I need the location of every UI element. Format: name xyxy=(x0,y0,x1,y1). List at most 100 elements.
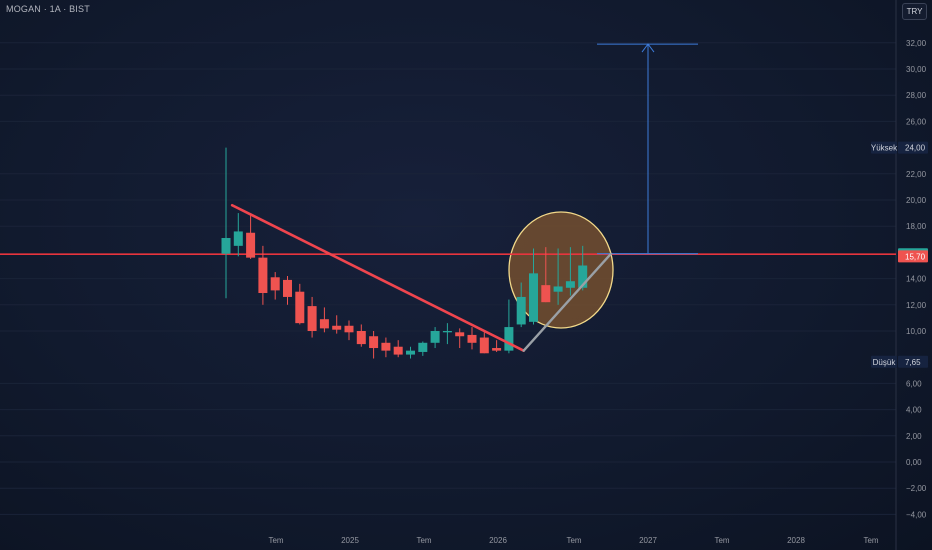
candle xyxy=(541,247,551,303)
candle-body xyxy=(283,279,292,297)
y-tick-label: 0,00 xyxy=(906,458,922,467)
candle xyxy=(344,320,354,341)
candle xyxy=(516,282,526,328)
currency-button[interactable]: TRY xyxy=(902,3,927,20)
x-tick-label: 2027 xyxy=(639,536,657,545)
price-tag-value: 24,00 xyxy=(905,144,926,153)
candle-body xyxy=(246,232,256,258)
candle xyxy=(319,307,329,333)
candle xyxy=(479,332,489,354)
candle xyxy=(381,337,391,358)
price-tag-bg xyxy=(898,355,928,368)
candle xyxy=(565,247,575,296)
y-tick-label: −4,00 xyxy=(906,510,927,519)
symbol-title: MOGAN · 1A · BIST xyxy=(6,4,90,14)
candle-body xyxy=(270,277,280,291)
candle-body xyxy=(418,342,428,352)
y-tick-label: 20,00 xyxy=(906,196,927,205)
candle xyxy=(283,275,292,305)
price-tag-label-bg xyxy=(871,355,897,368)
candle xyxy=(270,272,280,300)
x-tick-label: Tem xyxy=(566,536,581,545)
candle xyxy=(578,245,588,291)
candle-body xyxy=(319,319,329,329)
price-tag-bg xyxy=(898,141,928,154)
price-tag: 15,70 xyxy=(898,250,928,263)
candle-body xyxy=(565,281,575,288)
candle xyxy=(406,346,415,359)
candle-body xyxy=(479,337,489,354)
price-tag: Yüksek 24,00 xyxy=(871,141,928,154)
y-tick-label: 4,00 xyxy=(906,406,922,415)
candle-body xyxy=(541,285,551,303)
price-tag-label: Yüksek xyxy=(871,144,898,153)
candle-body xyxy=(492,348,502,351)
candle-body xyxy=(356,331,366,345)
price-tag-value: 7,65 xyxy=(905,358,921,367)
candle-body xyxy=(295,291,305,324)
candle xyxy=(455,328,465,349)
y-tick-label: 30,00 xyxy=(906,65,927,74)
candle-body xyxy=(307,306,317,331)
y-tick-label: 32,00 xyxy=(906,39,927,48)
candle-body xyxy=(221,237,231,254)
x-tick-label: Tem xyxy=(416,536,431,545)
candle xyxy=(233,213,243,257)
candle-body xyxy=(516,296,526,325)
candle-body xyxy=(233,231,243,246)
candle xyxy=(295,283,305,325)
price-tag: Düşük 7,65 xyxy=(871,355,928,368)
candle xyxy=(369,331,379,359)
candle-body xyxy=(258,257,268,294)
candle-body xyxy=(578,265,588,288)
candle-body xyxy=(442,331,452,333)
x-tick-label: 2025 xyxy=(341,536,359,545)
candle xyxy=(467,327,477,350)
candle-body xyxy=(332,325,342,330)
candle-body xyxy=(504,327,514,351)
y-tick-label: 18,00 xyxy=(906,222,927,231)
y-tick-label: 6,00 xyxy=(906,379,922,388)
candle xyxy=(553,248,563,305)
candle-body xyxy=(344,325,354,333)
y-tick-label: 22,00 xyxy=(906,170,927,179)
grid-lines xyxy=(0,42,896,515)
candle xyxy=(356,324,366,347)
candle xyxy=(529,248,538,325)
candle xyxy=(221,147,231,299)
candle-body xyxy=(553,286,563,292)
price-tag-label: Düşük xyxy=(873,358,897,367)
candle-body xyxy=(430,331,440,343)
y-tick-label: 10,00 xyxy=(906,327,927,336)
y-tick-label: 26,00 xyxy=(906,117,927,126)
price-tag-bg xyxy=(898,250,928,263)
candle-body xyxy=(369,336,379,349)
candle xyxy=(258,245,268,305)
y-tick-label: 14,00 xyxy=(906,275,927,284)
x-tick-label: 2026 xyxy=(489,536,507,545)
y-tick-label: 28,00 xyxy=(906,91,927,100)
candle xyxy=(393,340,403,358)
candle-body xyxy=(455,332,465,337)
candle xyxy=(430,327,440,349)
x-tick-label: Tem xyxy=(863,536,878,545)
candle xyxy=(307,296,317,338)
price-tag-label-bg xyxy=(871,141,897,154)
candle-body xyxy=(529,273,538,322)
candle-body xyxy=(406,350,415,355)
candle xyxy=(246,213,256,259)
uptrend-line xyxy=(522,252,613,352)
candle-body xyxy=(381,342,391,351)
candle-body xyxy=(467,334,477,343)
x-tick-label: Tem xyxy=(268,536,283,545)
y-tick-label: 2,00 xyxy=(906,432,922,441)
candle xyxy=(418,341,428,356)
candle xyxy=(442,323,452,345)
target-arrow-head xyxy=(641,43,655,53)
y-tick-label: −2,00 xyxy=(906,484,927,493)
x-tick-label: Tem xyxy=(714,536,729,545)
downtrend-line xyxy=(230,203,525,352)
x-tick-label: 2028 xyxy=(787,536,805,545)
